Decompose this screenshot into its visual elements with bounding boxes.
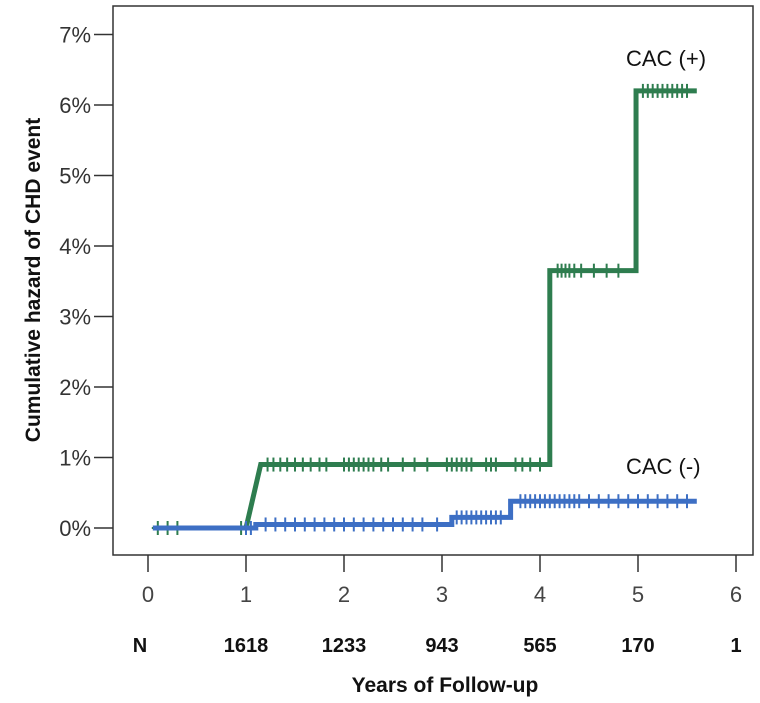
y-tick-label: 7% <box>59 23 91 48</box>
at-risk-count: 1618 <box>224 635 269 657</box>
at-risk-count: 1 <box>730 635 741 657</box>
y-tick-label: 2% <box>59 375 91 400</box>
cac-positive-censor-mark <box>534 457 546 472</box>
cac-positive-censor-mark <box>320 457 333 472</box>
series-layer <box>151 83 697 535</box>
at-risk-count: 565 <box>523 635 556 657</box>
at-risk-count: 943 <box>425 635 458 657</box>
cac-positive-censor-mark <box>575 263 588 278</box>
y-tick-label: 3% <box>59 305 91 330</box>
x-tick-label: 1 <box>240 582 252 607</box>
cac-positive-censor-mark <box>612 263 625 278</box>
at-risk-row: 1618 1233 943 565 170 1 <box>224 635 742 657</box>
y-tick-label: 0% <box>59 516 91 541</box>
series-label-cac-negative: CAC (-) <box>626 454 701 479</box>
at-risk-count: 1233 <box>322 635 367 657</box>
y-tick-label: 4% <box>59 234 91 259</box>
cac-positive-censor-mark <box>396 457 409 472</box>
cac-positive-censor-mark <box>465 457 478 472</box>
x-tick-label: 3 <box>436 582 448 607</box>
x-tick-label: 6 <box>730 582 742 607</box>
cac-negative-censor-mark <box>431 517 444 532</box>
at-risk-count: 170 <box>621 635 654 657</box>
cac-negative-censor-mark <box>681 494 693 509</box>
x-axis: 0 1 2 3 4 5 6 <box>142 555 742 607</box>
cac-positive-censor-mark <box>421 457 434 472</box>
cac-positive-censor-mark <box>600 263 613 278</box>
cac-positive-line <box>152 88 697 531</box>
cac-positive-censor-mark <box>408 457 421 472</box>
y-axis: 0% 1% 2% 3% 4% 5% 6% 7% <box>59 23 113 541</box>
y-tick-label: 5% <box>59 164 91 189</box>
y-tick-label: 1% <box>59 446 91 471</box>
cac-positive-censor-mark <box>587 263 600 278</box>
cac-positive-censor-mark <box>489 457 502 472</box>
x-tick-label: 2 <box>338 582 350 607</box>
cac-negative-censor-mark <box>416 517 429 532</box>
cac-positive-censor-mark <box>681 83 693 98</box>
y-axis-title: Cumulative hazard of CHD event <box>22 118 45 442</box>
cac-positive-censor-mark <box>382 457 395 472</box>
x-tick-label: 0 <box>142 582 154 607</box>
x-tick-label: 5 <box>632 582 644 607</box>
cac-negative-censor-mark <box>494 510 507 525</box>
x-axis-title: Years of Follow-up <box>352 674 539 697</box>
at-risk-label: N <box>133 635 147 657</box>
y-tick-label: 6% <box>59 93 91 118</box>
plot-frame <box>112 5 754 556</box>
series-label-cac-positive: CAC (+) <box>626 46 706 71</box>
cac-negative-censor-mark <box>244 521 257 535</box>
x-tick-label: 4 <box>534 582 546 607</box>
